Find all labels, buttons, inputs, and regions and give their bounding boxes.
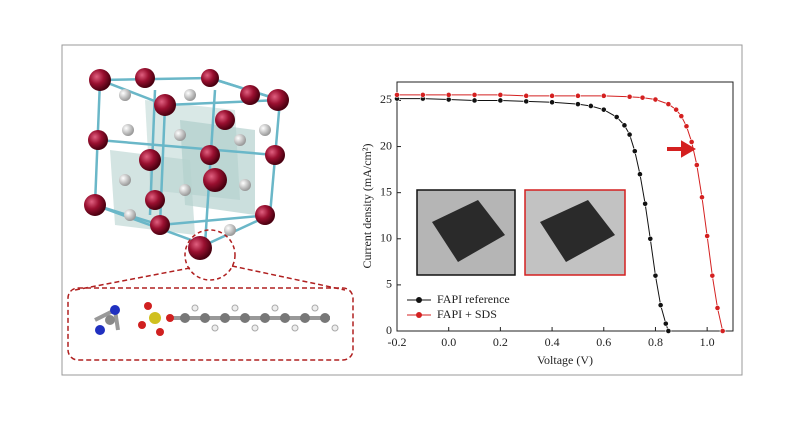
data-point xyxy=(621,122,628,129)
data-point xyxy=(497,97,504,104)
data-point xyxy=(419,92,426,98)
y-tick-label: 25 xyxy=(380,92,392,106)
y-axis-label: Current density (mA/cm²) xyxy=(360,144,374,269)
y-tick-label: 5 xyxy=(386,277,392,291)
legend-label: FAPI + SDS xyxy=(437,307,497,321)
data-point xyxy=(683,123,690,130)
x-tick-label: 0.8 xyxy=(648,335,663,349)
data-point xyxy=(652,272,659,279)
data-point xyxy=(714,305,721,311)
data-point xyxy=(709,272,716,279)
data-point xyxy=(445,92,452,98)
data-point xyxy=(626,131,633,138)
data-point xyxy=(394,92,400,98)
data-point xyxy=(575,101,581,108)
y-tick-label: 0 xyxy=(386,323,392,337)
data-point xyxy=(665,101,672,108)
x-tick-label: 1.0 xyxy=(700,335,715,349)
data-point xyxy=(471,92,478,98)
data-point xyxy=(693,162,700,168)
legend-marker xyxy=(416,312,422,318)
x-tick-label: 0.2 xyxy=(493,335,508,349)
data-point xyxy=(587,103,594,109)
data-point xyxy=(665,328,672,334)
plot-frame xyxy=(396,81,734,332)
x-tick-label: -0.2 xyxy=(388,335,407,349)
data-point xyxy=(657,302,664,309)
data-point xyxy=(647,235,654,242)
legend-label: FAPI reference xyxy=(437,292,510,306)
data-point xyxy=(575,92,581,99)
y-tick-label: 15 xyxy=(380,184,392,198)
data-point xyxy=(523,92,530,99)
x-tick-label: 0.6 xyxy=(596,335,611,349)
data-point xyxy=(600,92,607,99)
data-point xyxy=(497,92,504,98)
inset-photos xyxy=(416,189,626,276)
data-point xyxy=(678,113,685,120)
data-point xyxy=(699,194,705,201)
data-point xyxy=(549,92,555,99)
x-tick-label: 0.4 xyxy=(545,335,560,349)
crystal-illustration xyxy=(67,68,354,361)
frame xyxy=(61,44,743,376)
data-point xyxy=(719,328,726,334)
x-tick-label: 0.0 xyxy=(441,335,456,349)
data-point xyxy=(626,93,633,100)
data-point xyxy=(600,106,607,113)
data-point xyxy=(662,320,669,327)
data-point xyxy=(637,171,643,178)
data-point xyxy=(673,106,680,113)
y-tick-label: 10 xyxy=(380,231,392,245)
data-point xyxy=(471,97,478,104)
data-point xyxy=(523,98,530,105)
x-axis-label: Voltage (V) xyxy=(537,353,593,367)
data-point xyxy=(704,233,711,239)
data-point xyxy=(688,139,695,145)
data-point xyxy=(549,99,555,106)
legend-marker xyxy=(416,297,422,303)
shift-arrow xyxy=(667,140,696,158)
y-tick-label: 20 xyxy=(380,138,392,152)
data-point xyxy=(652,96,659,103)
data-point xyxy=(613,114,620,120)
data-point xyxy=(631,148,638,155)
data-point xyxy=(642,200,649,207)
data-point xyxy=(639,94,646,101)
